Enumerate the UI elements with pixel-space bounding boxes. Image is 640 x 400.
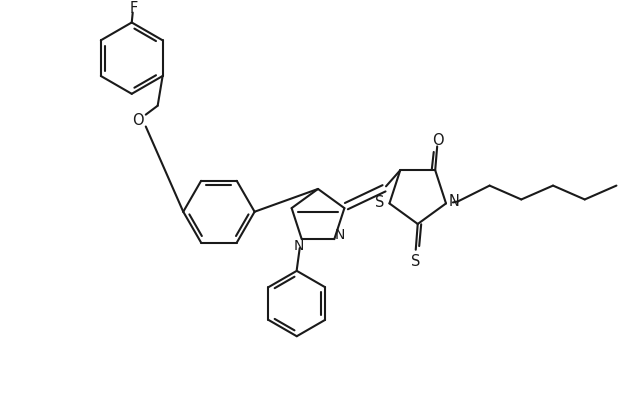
Text: N: N	[294, 239, 304, 253]
Text: O: O	[132, 113, 143, 128]
Text: S: S	[411, 254, 420, 269]
Text: F: F	[129, 1, 138, 16]
Text: N: N	[335, 228, 346, 242]
Text: S: S	[375, 195, 384, 210]
Text: N: N	[449, 194, 460, 209]
Text: O: O	[433, 133, 444, 148]
